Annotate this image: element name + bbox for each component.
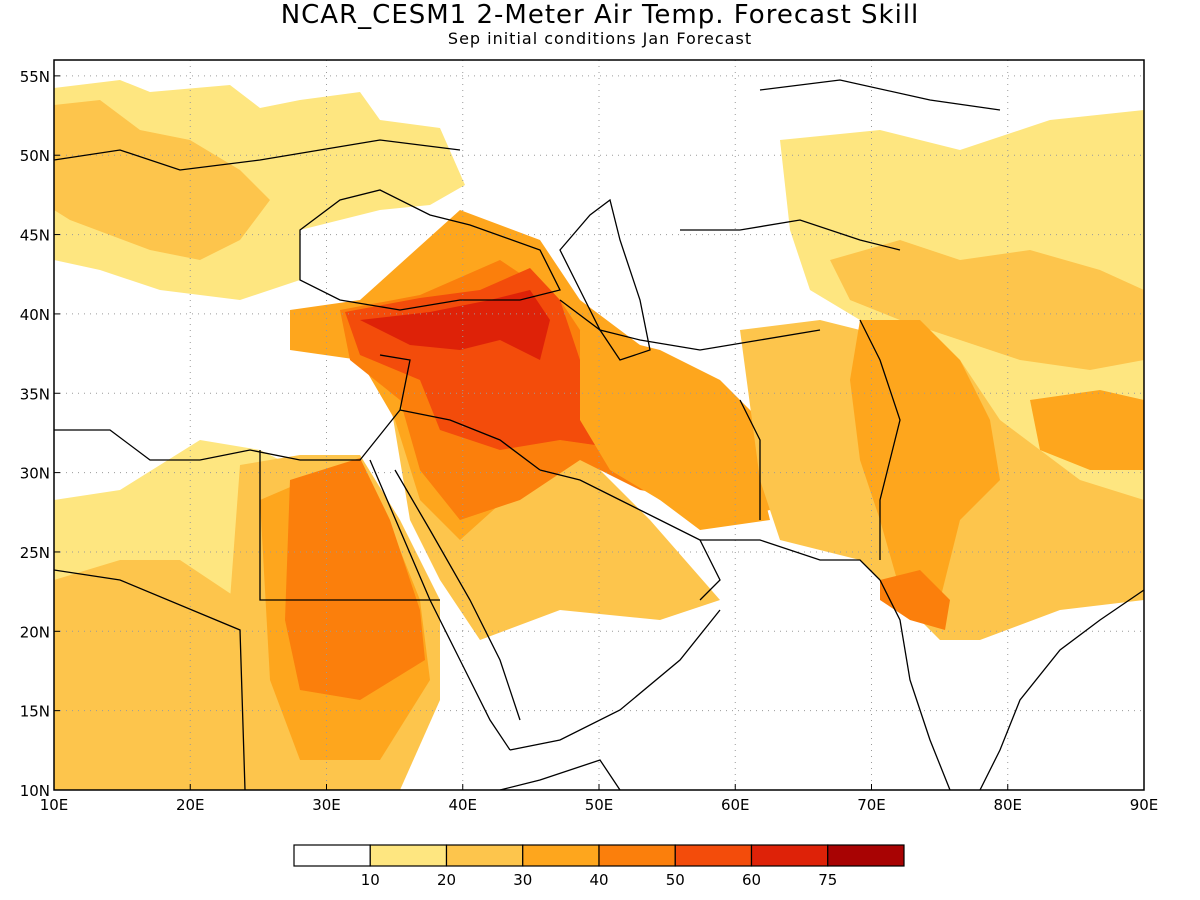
skill-region-nile-red-sea [285, 458, 425, 700]
skill-region-gujarat [880, 570, 950, 630]
colorbar-swatch [522, 844, 600, 867]
skill-region-iran [580, 330, 770, 520]
skill-region-turkey-core [360, 290, 550, 360]
border-line [259, 450, 440, 601]
india-west-coast [879, 579, 951, 790]
skill-region-africa-west-core [54, 560, 270, 790]
border-line [759, 79, 1001, 111]
longitude-label: 20E [176, 796, 205, 814]
persian-gulf-coast [539, 469, 721, 601]
longitude-label: 50E [585, 796, 614, 814]
latitude-label: 25N [20, 544, 50, 562]
longitude-labels: 10E 20E 30E 40E 50E 60E 70E 80E 90E [40, 796, 1159, 814]
longitude-label: 40E [448, 796, 477, 814]
latitude-label: 10N [20, 782, 50, 800]
arabia-west-coast [394, 469, 521, 721]
longitude-label: 90E [1130, 796, 1159, 814]
axis-ticks [53, 75, 1145, 791]
colorbar-swatch [750, 844, 829, 867]
red-sea-coast [369, 459, 511, 751]
black-sea-coast [299, 189, 561, 311]
colorbar-labels: 10 20 30 40 50 60 75 [361, 871, 838, 889]
longitude-label: 80E [993, 796, 1022, 814]
skill-region-pakistan-india-core [850, 320, 1000, 600]
colorbar-label: 60 [742, 871, 761, 889]
mediterranean-coast [54, 354, 411, 461]
latitude-label: 45N [20, 227, 50, 245]
border-line [399, 409, 541, 471]
arabia-south-coast [509, 609, 721, 751]
border-line [559, 299, 821, 351]
colorbar-label: 20 [437, 871, 456, 889]
longitude-label: 30E [312, 796, 341, 814]
colorbar-swatch [293, 844, 371, 867]
latitude-label: 40N [20, 306, 50, 324]
colorbar-swatch [445, 844, 524, 867]
latitude-label: 50N [20, 147, 50, 165]
skill-region-europe-central [54, 100, 270, 260]
latitude-label: 20N [20, 623, 50, 641]
latitude-label: 30N [20, 465, 50, 483]
colorbar-label: 40 [589, 871, 608, 889]
border-line [54, 569, 246, 790]
skill-region-central-asia-core [830, 240, 1144, 370]
longitude-label: 60E [721, 796, 750, 814]
map-title: NCAR_CESM1 2-Meter Air Temp. Forecast Sk… [280, 0, 920, 30]
iran-pakistan-coast [700, 539, 881, 581]
colorbar-label: 50 [666, 871, 685, 889]
border-line [680, 219, 901, 251]
coastlines [54, 79, 1144, 790]
border-line [54, 139, 461, 171]
latitude-labels: 10N 15N 20N 25N 30N 35N 40N 45N 50N 55N [20, 68, 50, 800]
india-east-coast [979, 589, 1144, 790]
map-subtitle: Sep initial conditions Jan Forecast [447, 29, 753, 48]
caspian-sea-coast [559, 198, 651, 361]
colorbar [293, 844, 905, 867]
colorbar-label: 30 [513, 871, 532, 889]
latitude-label: 15N [20, 703, 50, 721]
skill-region-tibet [1030, 390, 1144, 470]
border-line [739, 399, 761, 520]
colorbar-swatch [369, 844, 448, 867]
colorbar-swatch [827, 844, 905, 867]
colorbar-label: 10 [361, 871, 380, 889]
latitude-label: 35N [20, 385, 50, 403]
colorbar-swatch [598, 844, 676, 867]
colorbar-swatch [674, 844, 753, 867]
border-line [859, 319, 901, 560]
latitude-label: 55N [20, 68, 50, 86]
longitude-label: 10E [40, 796, 69, 814]
horn-of-africa-coast [499, 759, 621, 790]
longitude-label: 70E [857, 796, 886, 814]
colorbar-label: 75 [818, 871, 837, 889]
